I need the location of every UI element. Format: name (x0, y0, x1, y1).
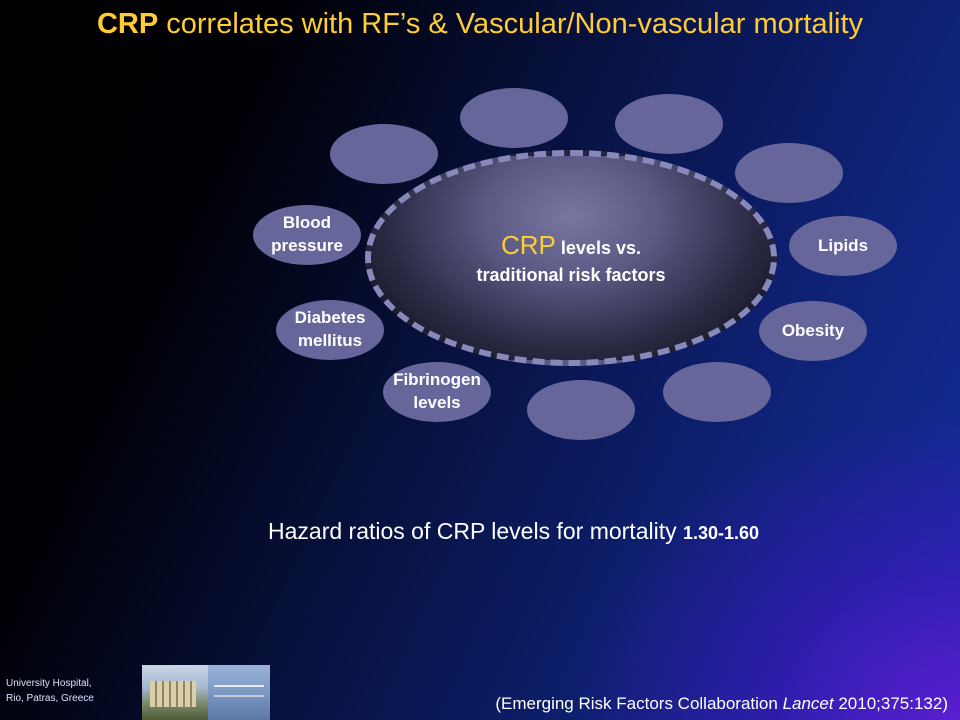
citation-pre: (Emerging Risk Factors Collaboration (495, 694, 783, 713)
bubble-obesity: Obesity (759, 301, 867, 361)
citation-post: 2010;375:132) (833, 694, 948, 713)
empty-bubble (663, 362, 771, 422)
title-crp: CRP (96, 8, 159, 40)
bubble-text: pressure (271, 236, 343, 255)
citation: (Emerging Risk Factors Collaboration Lan… (495, 694, 948, 714)
empty-bubble (615, 94, 723, 154)
bubble-text: Obesity (781, 320, 845, 340)
core-line2: traditional risk factors (476, 265, 666, 285)
hazard-ratio-text: Hazard ratios of CRP levels for mortalit… (268, 518, 759, 545)
title-rest: correlates with RF’s & Vascular/Non-vasc… (158, 8, 864, 40)
bubble-text: levels (413, 393, 461, 412)
bubble-lipids: Lipids (789, 216, 897, 276)
central-ellipse: CRP levels vs. traditional risk factors (365, 150, 777, 366)
core-crp: CRP (501, 230, 556, 260)
hospital-photo (142, 665, 208, 720)
empty-bubble (330, 124, 438, 184)
bubble-blood-pressure: Blood pressure (253, 205, 361, 265)
hazard-label: Hazard ratios of CRP levels for mortalit… (268, 518, 683, 544)
affiliation: University Hospital, Rio, Patras, Greece (6, 676, 94, 706)
empty-bubble (460, 88, 568, 148)
bubble-diabetes: Diabetes mellitus (276, 300, 384, 360)
affiliation-line: University Hospital, (6, 678, 92, 689)
citation-journal: Lancet (782, 694, 834, 713)
slide-title: CRP correlates with RF’s & Vascular/Non-… (0, 8, 960, 41)
bubble-text: Blood (282, 213, 332, 233)
affiliation-line: Rio, Patras, Greece (6, 693, 94, 704)
bubble-text: Lipids (817, 235, 869, 255)
bridge-photo (208, 665, 270, 720)
hospital-bridge-photo (142, 665, 270, 720)
bubble-text: Diabetes (294, 308, 366, 328)
empty-bubble (735, 143, 843, 203)
bubble-fibrinogen: Fibrinogen levels (383, 362, 491, 422)
hazard-value: 1.30-1.60 (683, 523, 760, 543)
bubble-text: mellitus (297, 331, 363, 350)
bubble-text: Fibrinogen (393, 370, 481, 390)
core-line1: levels vs. (555, 238, 641, 258)
empty-bubble (527, 380, 635, 440)
